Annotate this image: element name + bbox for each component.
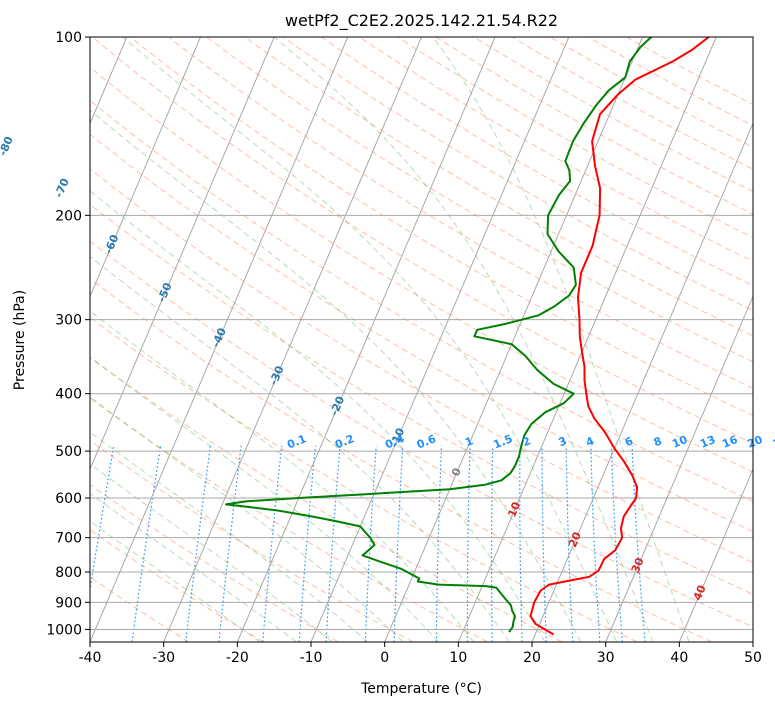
- x-tick-label: 0: [380, 650, 389, 666]
- y-tick-label: 500: [55, 444, 82, 460]
- chart-title: wetPf2_C2E2.2025.142.21.54.R22: [285, 11, 558, 31]
- y-tick-label: 200: [55, 208, 82, 224]
- x-tick-label: 20: [523, 650, 541, 666]
- x-tick-label: -20: [226, 650, 249, 666]
- y-tick-label: 300: [55, 313, 82, 329]
- x-tick-label: -30: [152, 650, 175, 666]
- y-axis-label: Pressure (hPa): [12, 290, 28, 390]
- x-tick-label: -10: [300, 650, 323, 666]
- x-axis-label: Temperature (°C): [360, 681, 482, 697]
- x-tick-label: -40: [79, 650, 102, 666]
- x-tick-label: 10: [449, 650, 467, 666]
- x-tick-label: 50: [744, 650, 762, 666]
- y-tick-label: 400: [55, 387, 82, 403]
- y-tick-label: 700: [55, 531, 82, 547]
- y-tick-label: 800: [55, 565, 82, 581]
- x-tick-label: 30: [597, 650, 615, 666]
- y-tick-label: 100: [55, 30, 82, 46]
- y-tick-label: 600: [55, 491, 82, 507]
- y-tick-label: 900: [55, 595, 82, 611]
- x-tick-label: 40: [670, 650, 688, 666]
- y-tick-label: 1000: [46, 622, 82, 638]
